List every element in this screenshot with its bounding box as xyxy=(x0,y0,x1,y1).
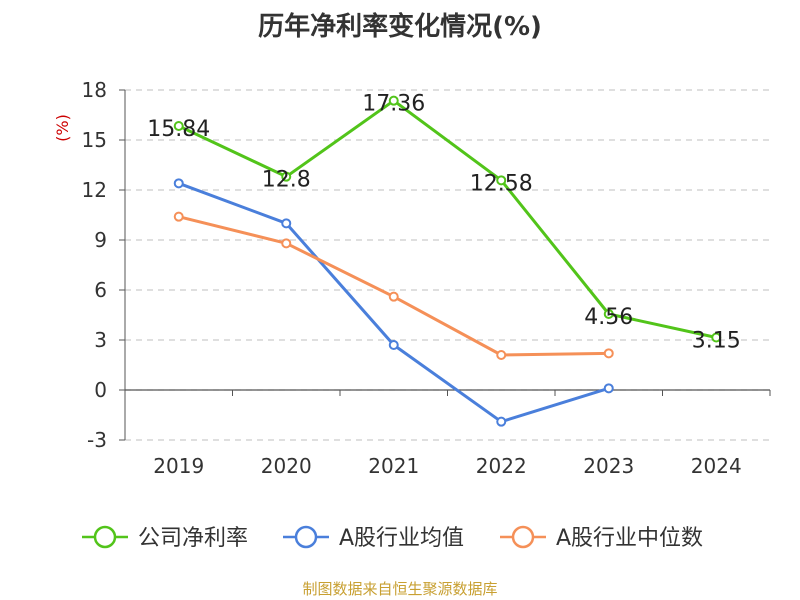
data-point xyxy=(603,348,614,359)
data-label: 15.84 xyxy=(147,117,210,142)
data-label: 3.15 xyxy=(692,329,741,354)
source-note: 制图数据来自恒生聚源数据库 xyxy=(302,580,498,598)
data-point xyxy=(281,218,292,229)
data-label: 12.8 xyxy=(262,168,311,193)
x-tick-label: 2024 xyxy=(691,454,742,478)
x-tick-label: 2020 xyxy=(261,454,312,478)
data-point xyxy=(173,211,184,222)
chart-title: 历年净利率变化情况(%) xyxy=(258,12,542,42)
legend-marker xyxy=(511,525,535,549)
data-point xyxy=(281,171,292,182)
data-point xyxy=(603,309,614,319)
y-tick-label: 12 xyxy=(82,178,107,202)
data-point xyxy=(496,416,507,427)
data-point xyxy=(281,238,292,249)
legend-marker xyxy=(294,525,318,549)
y-tick-label: 3 xyxy=(94,328,107,352)
y-tick-label: 18 xyxy=(82,78,107,102)
series-line-2 xyxy=(178,215,609,357)
x-tick-label: 2023 xyxy=(583,454,634,478)
legend-item[interactable]: 公司净利率 xyxy=(82,525,248,551)
x-tick-label: 2019 xyxy=(153,454,204,478)
x-tick-label: 2022 xyxy=(476,454,527,478)
y-tick-label: 6 xyxy=(94,278,107,302)
data-label: 4.56 xyxy=(584,305,633,330)
y-tick-label: 0 xyxy=(94,378,107,402)
data-point xyxy=(711,332,722,343)
y-tick-label: 9 xyxy=(94,228,107,252)
y-axis-label: (%) xyxy=(53,114,72,142)
y-tick-label: 15 xyxy=(82,128,107,152)
data-label: 12.58 xyxy=(470,171,533,196)
x-tick-label: 2021 xyxy=(368,454,419,478)
data-point xyxy=(603,383,614,394)
legend-label: A股行业均值 xyxy=(339,526,464,551)
data-point xyxy=(388,291,399,302)
data-point xyxy=(173,121,184,131)
legend-marker xyxy=(93,525,117,549)
data-point xyxy=(388,95,399,106)
legend-item[interactable]: A股行业均值 xyxy=(283,525,464,551)
legend-label: 公司净利率 xyxy=(138,526,248,551)
series-line-0 xyxy=(178,99,717,339)
legend-item[interactable]: A股行业中位数 xyxy=(500,525,703,551)
data-label: 17.36 xyxy=(362,92,425,117)
legend-label: A股行业中位数 xyxy=(556,526,703,551)
data-point xyxy=(496,175,507,186)
data-point xyxy=(388,340,399,350)
data-point xyxy=(496,350,507,360)
series-line-1 xyxy=(178,181,610,424)
data-point xyxy=(173,178,184,189)
y-tick-label: -3 xyxy=(87,428,107,452)
